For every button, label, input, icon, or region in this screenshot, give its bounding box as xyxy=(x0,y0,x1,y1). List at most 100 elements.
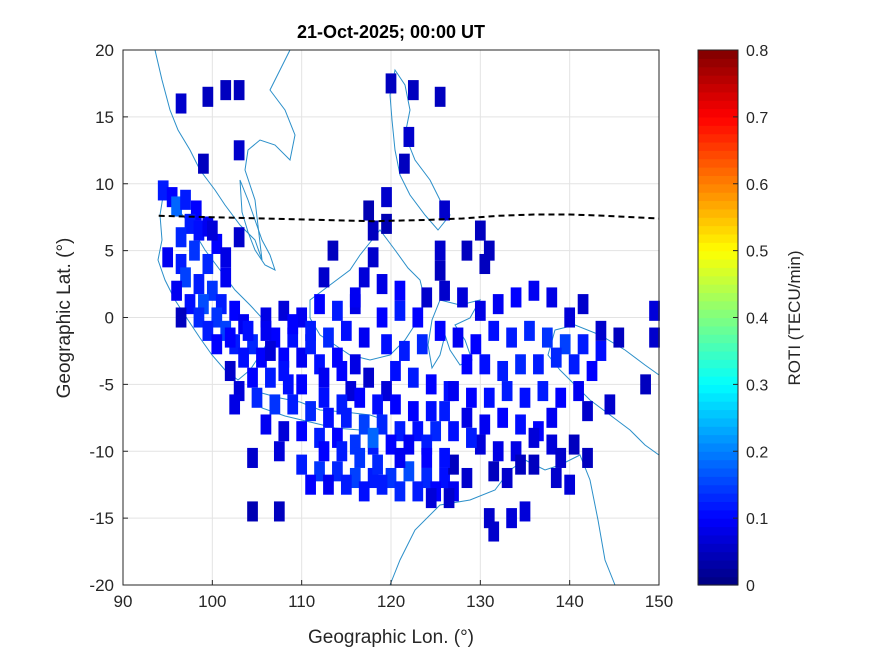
colorbar-tick-label: 0.8 xyxy=(746,43,768,60)
roti-cell xyxy=(318,267,330,288)
colorbar-segment xyxy=(698,75,738,85)
roti-cell xyxy=(506,508,517,529)
colorbar-segment xyxy=(698,284,738,294)
colorbar-segment xyxy=(698,150,738,160)
roti-cell xyxy=(519,501,531,522)
roti-cell xyxy=(273,441,285,462)
map-axes: 90 100 110 120 130 140 150 20 15 10 5 0 -5 -10 -15 -20 xyxy=(89,41,673,611)
roti-cell xyxy=(510,287,522,308)
roti-cell xyxy=(443,488,455,509)
x-tick-label: 150 xyxy=(645,592,673,611)
roti-cell xyxy=(260,320,272,341)
roti-cell xyxy=(381,334,392,355)
roti-cell xyxy=(269,327,281,348)
roti-cell xyxy=(488,461,500,482)
roti-cell xyxy=(461,467,473,489)
roti-cell xyxy=(354,447,366,468)
roti-cell xyxy=(211,233,223,254)
colorbar-segment xyxy=(698,459,738,469)
roti-cell xyxy=(273,501,285,522)
colorbar-tick-label: 0.7 xyxy=(746,110,768,127)
roti-cell xyxy=(296,374,308,395)
roti-cell xyxy=(305,334,316,355)
roti-cell xyxy=(224,327,236,348)
roti-cell xyxy=(198,153,209,174)
roti-cell xyxy=(582,401,593,422)
roti-cell xyxy=(193,274,205,295)
roti-cell xyxy=(564,307,576,328)
roti-cell xyxy=(305,401,316,422)
colorbar-segment xyxy=(698,267,738,277)
colorbar-segment xyxy=(698,125,738,135)
colorbar-segment xyxy=(698,392,738,402)
roti-cell xyxy=(296,307,308,328)
roti-cell xyxy=(407,401,419,422)
roti-cell xyxy=(349,287,361,308)
roti-cell xyxy=(189,240,200,261)
roti-cell xyxy=(448,421,459,442)
roti-cell xyxy=(555,447,567,468)
roti-cell xyxy=(376,274,388,295)
roti-cell xyxy=(340,407,352,428)
roti-cell xyxy=(287,394,299,415)
roti-cell xyxy=(358,327,370,348)
roti-cell xyxy=(206,280,218,301)
roti-cell xyxy=(434,86,446,107)
x-tick-label: 130 xyxy=(466,592,494,611)
roti-cell xyxy=(287,327,299,348)
roti-cell xyxy=(327,240,339,261)
x-axis-ticks: 90 100 110 120 130 140 150 xyxy=(114,580,673,611)
roti-cell xyxy=(613,327,625,348)
y-tick-label: -15 xyxy=(89,509,114,528)
roti-cell xyxy=(390,394,401,415)
roti-cell xyxy=(399,340,410,361)
roti-cell xyxy=(184,213,196,234)
roti-cell xyxy=(407,80,419,101)
roti-cell xyxy=(206,220,218,241)
roti-cell xyxy=(479,354,491,375)
colorbar-segment xyxy=(698,292,738,302)
roti-cell xyxy=(439,401,450,422)
roti-cell xyxy=(528,280,540,301)
roti-cell xyxy=(323,474,334,495)
colorbar-segment xyxy=(698,50,738,59)
colorbar-segment xyxy=(698,376,738,385)
roti-cell xyxy=(175,307,187,328)
roti-cell xyxy=(452,327,464,348)
colorbar-segment xyxy=(698,401,738,411)
roti-cell xyxy=(515,454,526,475)
roti-cell xyxy=(224,360,236,382)
roti-cell xyxy=(376,307,388,328)
roti-cell xyxy=(568,434,580,455)
x-axis-label: Geographic Lon. (°) xyxy=(308,627,474,648)
roti-cell xyxy=(349,434,361,455)
colorbar-tick-label: 0.2 xyxy=(746,444,768,461)
roti-cell xyxy=(479,253,491,275)
roti-cell xyxy=(515,414,526,435)
colorbar: 0.8 0.7 0.6 0.5 0.4 0.3 0.2 0.1 0 ROTI (TECU/min… xyxy=(697,43,804,595)
roti-cell xyxy=(466,387,477,408)
y-tick-label: 15 xyxy=(95,108,114,127)
colorbar-segment xyxy=(698,141,738,151)
roti-cell xyxy=(318,367,330,388)
roti-cell xyxy=(595,320,607,341)
colorbar-segment xyxy=(698,133,738,143)
roti-cell xyxy=(546,287,558,308)
roti-cell xyxy=(649,327,660,348)
roti-cell xyxy=(278,347,290,368)
roti-cell xyxy=(412,481,424,502)
roti-cell xyxy=(403,461,415,482)
roti-cell xyxy=(425,401,437,422)
colorbar-tick-label: 0.6 xyxy=(746,177,768,194)
roti-cell xyxy=(381,187,392,208)
colorbar-segment xyxy=(698,250,738,260)
x-tick-label: 120 xyxy=(377,592,405,611)
roti-cell xyxy=(180,189,191,210)
coastline-new-guinea xyxy=(547,324,660,456)
roti-cell xyxy=(314,461,325,482)
roti-cell xyxy=(577,334,589,355)
colorbar-segment xyxy=(698,83,738,93)
roti-cell xyxy=(184,294,196,315)
roti-cell xyxy=(314,354,325,375)
y-axis-ticks: 20 15 10 5 0 -5 -10 -15 -20 xyxy=(89,41,128,595)
